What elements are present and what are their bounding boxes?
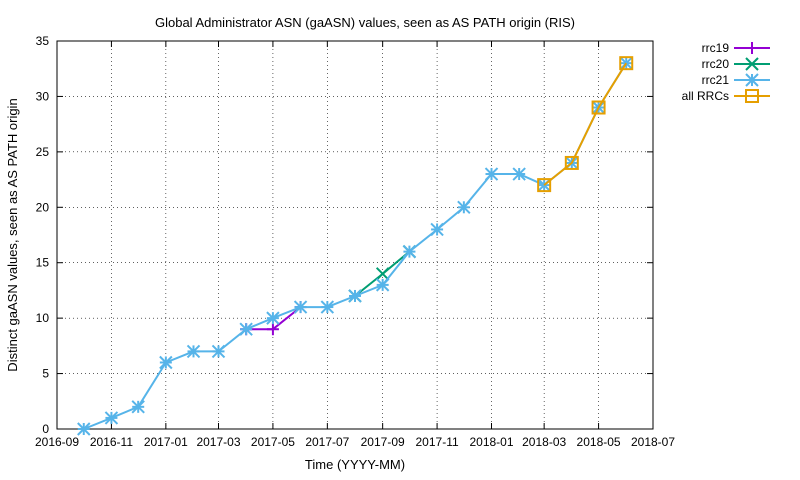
- legend-item-rrc21: rrc21: [702, 73, 770, 87]
- data-point-rrc21: [320, 300, 335, 314]
- x-tick-label: 2018-07: [631, 435, 675, 449]
- y-tick-label: 35: [36, 34, 50, 48]
- data-point-rrc21: [159, 355, 173, 370]
- x-tick-label: 2017-01: [144, 435, 188, 449]
- x-tick-label: 2017-09: [361, 435, 405, 449]
- data-point-rrc21: [402, 244, 417, 259]
- x-axis-label: Time (YYYY-MM): [305, 457, 405, 472]
- legend-label: all RRCs: [682, 89, 729, 103]
- series-line-rrc21: [83, 62, 628, 430]
- y-axis-label: Distinct gaASN values, seen as AS PATH o…: [5, 98, 20, 371]
- data-point-rrc21: [77, 422, 91, 436]
- x-tick-label: 2017-03: [196, 435, 240, 449]
- legend-item-all-rrcs: all RRCs: [682, 89, 770, 103]
- x-tick-label: 2018-05: [577, 435, 621, 449]
- y-tick-label: 20: [36, 200, 50, 214]
- data-point-all-rrcs: [591, 100, 606, 115]
- y-tick-label: 0: [42, 422, 49, 436]
- series-all-rrcs: [537, 56, 634, 193]
- data-point-rrc20: [375, 267, 390, 281]
- x-tick-label: 2017-05: [251, 435, 295, 449]
- gridlines: [57, 41, 653, 429]
- data-point-rrc21: [186, 344, 201, 359]
- data-point-rrc21: [619, 56, 633, 70]
- y-tick-label: 30: [36, 89, 50, 103]
- legend-label: rrc21: [702, 73, 730, 87]
- data-point-rrc21: [457, 200, 471, 214]
- series-line-all-rrcs: [543, 62, 628, 186]
- legend: rrc19 rrc20 rrc21 all RRCs: [682, 41, 770, 103]
- legend-swatch-marker: [745, 89, 759, 103]
- data-point-rrc21: [484, 167, 499, 181]
- x-tick-label: 2018-01: [469, 435, 513, 449]
- data-point-all-rrcs: [564, 155, 579, 170]
- data-point-rrc21: [104, 411, 119, 425]
- x-tick-label: 2017-07: [305, 435, 349, 449]
- data-point-rrc21: [375, 278, 390, 292]
- series-rrc21: [77, 56, 633, 436]
- y-tick-label: 25: [36, 145, 50, 159]
- chart-title: Global Administrator ASN (gaASN) values,…: [155, 15, 575, 30]
- plot-frame: [56, 40, 654, 430]
- data-point-rrc21: [430, 222, 444, 237]
- y-tick-label: 5: [42, 367, 49, 381]
- data-point-rrc19: [266, 323, 279, 336]
- data-point-all-rrcs: [537, 178, 552, 193]
- data-point-all-rrcs: [619, 56, 634, 71]
- legend-label: rrc19: [702, 41, 730, 55]
- legend-swatch-marker: [745, 73, 759, 87]
- y-tick-label: 10: [36, 311, 50, 325]
- legend-label: rrc20: [702, 57, 730, 71]
- data-point-rrc21: [293, 300, 308, 314]
- data-point-rrc21: [348, 289, 362, 303]
- legend-swatch-marker: [745, 57, 759, 71]
- x-tick-label: 2016-09: [35, 435, 79, 449]
- x-tick-label: 2017-11: [416, 435, 459, 449]
- data-point-rrc21: [211, 344, 226, 359]
- legend-swatch-marker: [746, 42, 758, 54]
- data-point-rrc21: [266, 311, 280, 325]
- series-layer: [77, 56, 634, 436]
- x-tick-label: 2016-11: [90, 435, 133, 449]
- y-tick-label: 15: [36, 256, 50, 270]
- x-tick-label: 2018-03: [522, 435, 566, 449]
- legend-item-rrc20: rrc20: [702, 57, 770, 71]
- data-point-rrc21: [512, 167, 526, 181]
- axis-ticks: 0 5 10 15 20 25 30 35 2016-09 2016-11 2017-01 2017-…: [35, 34, 675, 449]
- legend-item-rrc19: rrc19: [702, 41, 770, 55]
- data-point-rrc21: [131, 400, 145, 414]
- data-point-rrc21: [239, 322, 253, 336]
